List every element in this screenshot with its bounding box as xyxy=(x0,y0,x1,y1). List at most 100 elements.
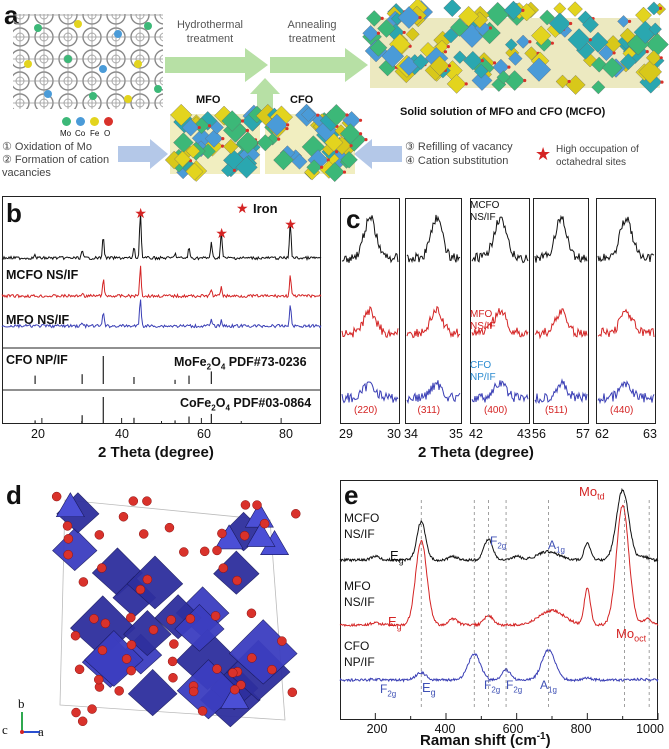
o-legend-label: O xyxy=(104,129,111,138)
crystal-polyhedron xyxy=(405,27,420,42)
c-trace-0 xyxy=(534,214,588,263)
oxygen-atom xyxy=(185,613,196,624)
axis-b-label: b xyxy=(18,696,25,711)
oxygen-atom xyxy=(507,65,511,69)
c-xtick: 29 xyxy=(339,427,353,441)
crystal-polyhedron xyxy=(619,27,636,44)
c-trace-0 xyxy=(471,216,529,264)
mfo-label: MFO xyxy=(196,94,221,106)
oxygen-atom xyxy=(121,654,132,664)
c-trace-2 xyxy=(471,380,529,403)
oxygen-atom xyxy=(443,50,448,54)
mo-oct-label: Mooct xyxy=(616,626,647,644)
b-xaxis-title: 2 Theta (degree) xyxy=(98,444,214,461)
c-xtick: 63 xyxy=(643,427,657,441)
oxygen-atom xyxy=(126,640,137,650)
oxygen-atom xyxy=(658,6,663,11)
step4-label: ④ Cation substitution xyxy=(405,155,509,167)
c-xtick: 62 xyxy=(595,427,609,441)
oxygen-atom xyxy=(221,136,225,141)
octahedron xyxy=(52,527,98,571)
octahedral-note: High occupation of octahedral sites xyxy=(556,144,639,168)
mcfo-f2g-label: F2g xyxy=(490,534,507,551)
oxygen-atom xyxy=(167,656,178,667)
crystal-polyhedron xyxy=(235,156,258,179)
c-trace-1 xyxy=(534,308,588,340)
o-legend-dot xyxy=(104,117,113,126)
oxygen-atom xyxy=(232,575,242,586)
crystal-polyhedron xyxy=(306,159,322,176)
oxygen-atom xyxy=(74,664,85,675)
mof-framework-image xyxy=(13,14,163,109)
c-subpanel-plot-2 xyxy=(471,216,529,403)
fe-legend-dot xyxy=(90,117,99,126)
oxygen-atom xyxy=(364,138,368,142)
c-subpanel-2 xyxy=(470,198,530,424)
crystal-polyhedron xyxy=(325,104,348,126)
e-xtick-800: 800 xyxy=(570,722,592,736)
oxygen-atom xyxy=(320,165,324,169)
crystal-polyhedron xyxy=(645,50,662,66)
oxygen-atom xyxy=(418,15,422,20)
oxygen-atom xyxy=(97,645,108,655)
raman-series-1 xyxy=(339,504,659,628)
step1-label: ① Oxidation of Mo xyxy=(2,141,92,153)
crystal-polyhedron xyxy=(185,144,201,159)
xrd-series-1 xyxy=(1,265,322,299)
crystal-polyhedron xyxy=(473,63,489,79)
oxygen-atom xyxy=(240,119,245,123)
c-subpanel-0 xyxy=(340,198,400,424)
crystal-polyhedron xyxy=(170,103,193,126)
oxygen-atom xyxy=(228,668,238,678)
iron-star-1: ★ xyxy=(215,225,228,241)
crystal-polyhedron xyxy=(362,25,379,42)
c-xtick: 30 xyxy=(387,427,401,441)
b-xtick-80: 80 xyxy=(279,427,293,441)
oxygen-atom xyxy=(240,500,251,510)
oxygen-atom xyxy=(259,518,270,529)
panel-e-letter: e xyxy=(344,480,359,510)
oxygen-atom xyxy=(212,545,222,556)
panel-c-letter: c xyxy=(346,204,361,234)
annealing-arrow xyxy=(270,48,368,82)
c-subpanel-plot-4 xyxy=(597,216,655,405)
mcfo-a1g-label: A1g xyxy=(548,538,565,555)
oxygen-atom xyxy=(188,686,199,697)
oxygen-atom xyxy=(70,630,81,641)
mo-td-label: Motd xyxy=(579,484,605,502)
c-plane-label: (311) xyxy=(417,405,441,416)
c-trace-2 xyxy=(341,381,399,404)
crystal-polyhedron xyxy=(496,70,511,85)
c-subpanel-plot-3 xyxy=(534,214,588,404)
oxygen-atom xyxy=(135,584,146,595)
oxygen-atom xyxy=(100,618,111,629)
crystal-polyhedron xyxy=(450,18,469,37)
xrd-series-2 xyxy=(1,299,322,330)
crystal-polyhedron xyxy=(193,117,210,135)
crystal-polyhedron xyxy=(591,80,606,95)
crystal-polyhedron xyxy=(524,46,539,61)
crystal-polyhedron xyxy=(504,38,518,51)
oxygen-atom xyxy=(659,56,663,60)
annealing-label: Annealing treatment xyxy=(287,19,337,45)
oxygen-atom xyxy=(446,45,450,49)
right-blue-arrow xyxy=(354,139,402,169)
co-legend-dot xyxy=(76,117,85,126)
raman-series-2 xyxy=(339,648,659,683)
panel-e-frame xyxy=(340,480,658,720)
crystal-polyhedron xyxy=(210,120,224,135)
crystal-polyhedron xyxy=(412,53,429,70)
mofe2o4-ref-label: MoFe2O4 PDF#73-0236 xyxy=(174,355,307,372)
oxygen-atom xyxy=(218,563,229,573)
mcfo-eg-label: Eg xyxy=(390,548,404,566)
cfo-eg-label: Eg xyxy=(422,680,436,698)
crystal-polyhedron xyxy=(204,129,224,148)
c-mcfo-label: MCFO NS/IF xyxy=(470,200,500,223)
crystal-polyhedron xyxy=(301,107,316,122)
oxygen-atom xyxy=(285,126,289,131)
c-subpanel-3 xyxy=(533,198,589,424)
c-subpanel-1 xyxy=(405,198,462,424)
c-xtick: 56 xyxy=(532,427,546,441)
crystal-polyhedron xyxy=(539,9,555,26)
up-arrow xyxy=(250,78,280,112)
